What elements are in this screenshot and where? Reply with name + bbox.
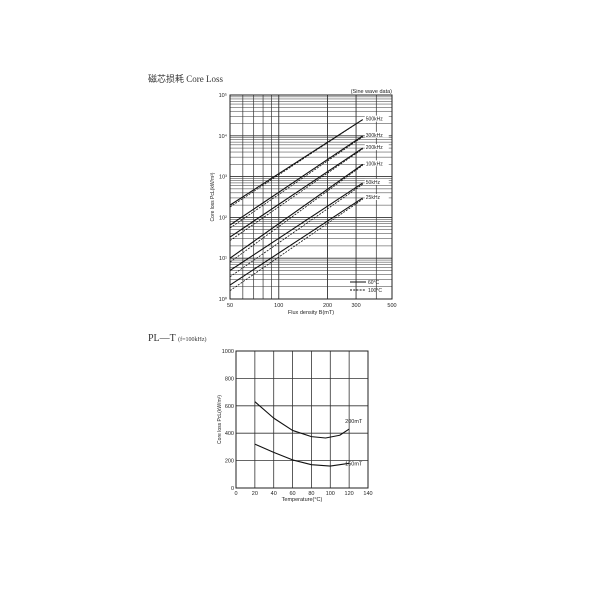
series-line-100c (229, 183, 363, 278)
core-loss-heading: 磁芯损耗 Core Loss (148, 74, 223, 84)
y-tick-label: 10⁰ (219, 296, 228, 303)
label-bg (364, 115, 389, 122)
plot-frame (235, 350, 369, 489)
x-tick-label: 60 (290, 491, 296, 497)
y-tick-label: 1000 (222, 349, 234, 355)
x-tick-label: 300 (351, 303, 360, 309)
y-tick-label: 400 (225, 431, 234, 437)
y-tick-label: 10² (219, 215, 227, 221)
series-line-100c (229, 198, 363, 292)
y-tick-label: 10³ (219, 175, 227, 181)
label-bg (364, 144, 389, 151)
y-tick-label: 800 (225, 376, 234, 382)
series-line-100c (229, 164, 364, 263)
y-tick-label: 200 (225, 459, 234, 465)
y-tick-label: 600 (225, 404, 234, 410)
x-tick-label: 140 (363, 491, 372, 497)
series-line-60c (229, 147, 364, 238)
x-tick-label: 100 (326, 491, 335, 497)
x-tick-label: 120 (345, 491, 354, 497)
x-tick-label: 20 (252, 491, 258, 497)
pl-t-note: (f=100kHz) (178, 337, 207, 343)
series-line (254, 401, 350, 439)
x-tick-label: 40 (271, 491, 277, 497)
x-tick-label: 50 (227, 303, 233, 309)
x-axis-label: Flux density B(mT) (288, 310, 334, 316)
series-line-100c (229, 148, 363, 241)
series-label: 50kHz (366, 180, 381, 186)
series-label: 150mT (345, 461, 363, 467)
series-label: 25kHz (366, 195, 381, 201)
pl-t-heading: PL—T (f=100kHz) (148, 333, 206, 344)
series-label: 300kHz (366, 133, 383, 139)
legend-label: 60°C (368, 280, 380, 286)
y-axis-label: Core loss PcL(kW/m³) (210, 172, 216, 221)
series-line-100c (229, 119, 363, 208)
plot-frame (229, 94, 393, 300)
x-axis-label: Temperature(°C) (282, 497, 323, 503)
y-tick-label: 0 (231, 486, 234, 492)
series-line-60c (229, 182, 364, 271)
label-bg (364, 160, 389, 167)
x-tick-label: 80 (308, 491, 314, 497)
y-axis-label: Core loss PcL(kW/m³) (217, 395, 223, 444)
series-line-60c (229, 197, 364, 286)
series-label: 100kHz (366, 161, 383, 167)
x-tick-label: 100 (274, 303, 283, 309)
series-line-100c (229, 136, 363, 229)
x-tick-label: 0 (234, 491, 237, 497)
x-tick-label: 500 (387, 303, 396, 309)
series-label: 500kHz (366, 117, 383, 123)
series-label: 200mT (345, 419, 363, 425)
y-tick-label: 10⁴ (219, 133, 228, 140)
series-line-60c (229, 163, 364, 259)
annotation: (Sine wave data) (351, 89, 392, 95)
label-bg (364, 178, 389, 185)
label-bg (364, 193, 389, 200)
y-tick-label: 10⁵ (219, 92, 227, 99)
series-line (254, 443, 350, 467)
series-line-60c (229, 135, 364, 226)
series-label: 200kHz (366, 145, 383, 151)
legend-label: 100°C (368, 288, 382, 294)
label-bg (364, 131, 389, 138)
pl-t-title: PL—T (148, 333, 176, 344)
y-tick-label: 10¹ (219, 256, 227, 262)
x-tick-label: 200 (323, 303, 332, 309)
